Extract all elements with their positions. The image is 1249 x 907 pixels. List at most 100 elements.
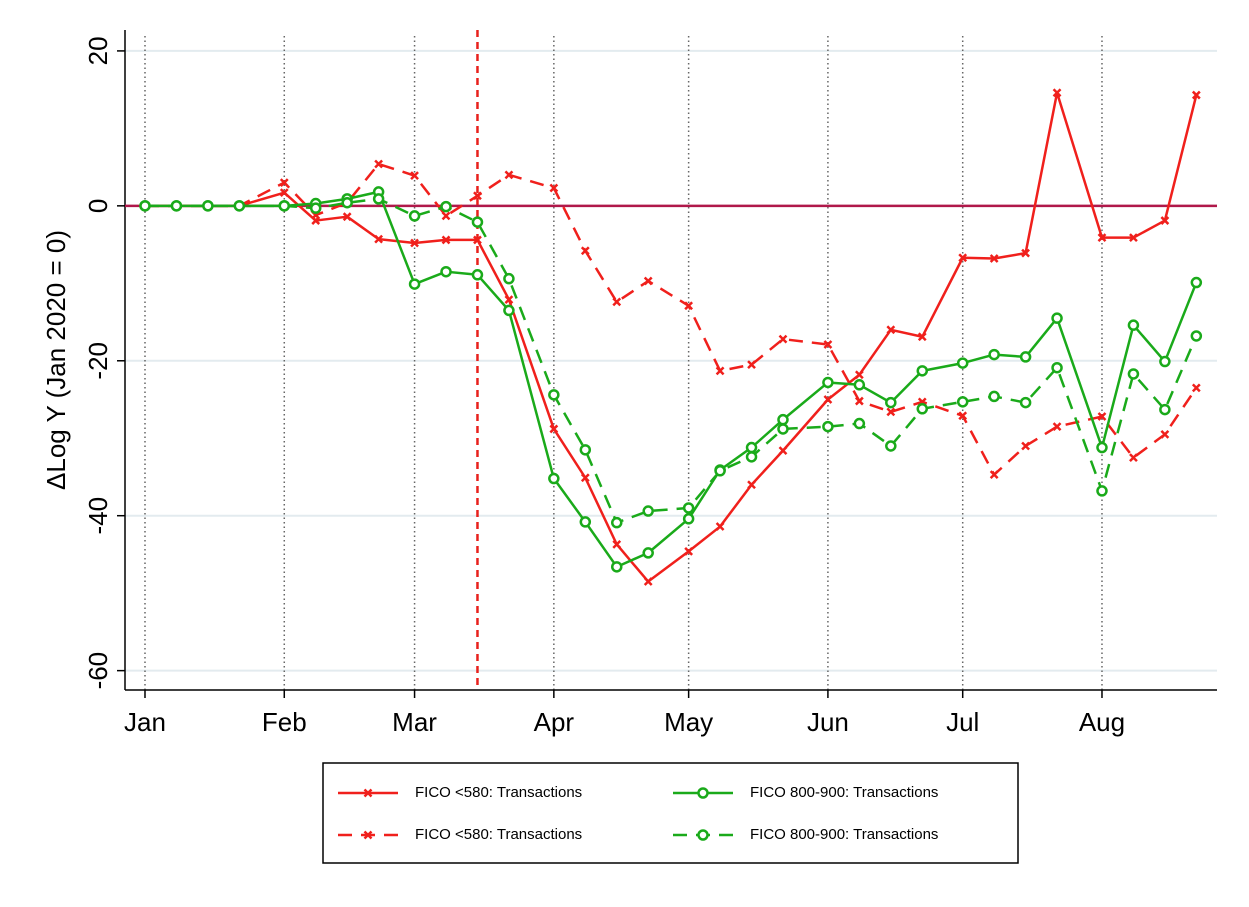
legend-item: FICO 800-900: Transactions bbox=[673, 826, 938, 843]
marker bbox=[854, 396, 864, 406]
legend-marker bbox=[697, 787, 709, 799]
marker bbox=[853, 417, 866, 430]
marker bbox=[1096, 485, 1108, 497]
marker bbox=[1051, 312, 1063, 324]
marker bbox=[684, 546, 694, 556]
marker bbox=[988, 348, 1000, 361]
marker bbox=[372, 193, 385, 205]
marker bbox=[778, 446, 788, 456]
marker bbox=[1129, 233, 1138, 242]
marker bbox=[684, 301, 694, 311]
x-tick-label: Apr bbox=[534, 707, 575, 737]
y-tick-label: 20 bbox=[83, 36, 113, 65]
legend-item: FICO <580: Transactions bbox=[338, 784, 582, 801]
marker bbox=[549, 424, 559, 434]
marker bbox=[1190, 330, 1203, 342]
marker bbox=[1051, 361, 1063, 374]
marker bbox=[503, 304, 515, 317]
marker bbox=[471, 269, 484, 281]
marker bbox=[410, 238, 419, 248]
marker bbox=[471, 216, 484, 228]
marker bbox=[503, 272, 515, 285]
legend-marker bbox=[697, 829, 709, 841]
marker bbox=[1052, 422, 1062, 432]
marker bbox=[1127, 319, 1140, 331]
marker bbox=[988, 390, 1000, 403]
marker bbox=[886, 325, 896, 335]
marker bbox=[823, 395, 833, 404]
marker bbox=[233, 200, 246, 212]
series-line bbox=[144, 91, 1198, 583]
marker bbox=[612, 539, 622, 549]
marker bbox=[170, 200, 183, 212]
marker bbox=[504, 170, 514, 180]
marker bbox=[374, 159, 384, 169]
x-tick-label: May bbox=[664, 707, 713, 737]
marker bbox=[778, 334, 788, 344]
x-tick-label: Feb bbox=[262, 707, 307, 737]
marker bbox=[1160, 429, 1170, 439]
marker bbox=[917, 332, 927, 342]
marker bbox=[1191, 383, 1201, 393]
legend-label: FICO 800-900: Transactions bbox=[750, 826, 938, 843]
legend-label: FICO <580: Transactions bbox=[415, 784, 582, 801]
marker bbox=[885, 440, 897, 452]
marker bbox=[579, 444, 592, 456]
legend-box bbox=[322, 762, 1019, 864]
marker bbox=[1019, 396, 1032, 409]
marker bbox=[1129, 453, 1138, 462]
marker bbox=[1097, 233, 1107, 242]
marker bbox=[747, 480, 756, 490]
marker bbox=[1096, 441, 1108, 454]
marker bbox=[916, 365, 929, 377]
marker bbox=[580, 246, 590, 256]
marker bbox=[139, 200, 151, 212]
marker bbox=[441, 211, 451, 221]
legend-label: FICO <580: Transactions bbox=[415, 826, 582, 843]
x-tick-label: Jan bbox=[124, 707, 166, 737]
marker bbox=[440, 265, 452, 278]
marker bbox=[1160, 216, 1170, 225]
marker bbox=[747, 360, 756, 370]
marker bbox=[440, 200, 452, 213]
marker bbox=[410, 171, 419, 181]
series-line bbox=[144, 162, 1198, 476]
marker bbox=[956, 357, 969, 369]
marker bbox=[610, 516, 623, 529]
marker bbox=[1019, 351, 1032, 363]
marker bbox=[885, 396, 897, 409]
marker bbox=[715, 366, 725, 376]
y-tick-label: -40 bbox=[83, 497, 113, 535]
y-axis-label: ΔLog Y (Jan 2020 = 0) bbox=[41, 230, 71, 490]
marker bbox=[715, 522, 725, 531]
marker bbox=[473, 235, 482, 245]
marker bbox=[745, 441, 758, 454]
marker bbox=[342, 212, 352, 222]
marker bbox=[549, 183, 559, 193]
marker bbox=[610, 561, 623, 573]
marker bbox=[504, 295, 514, 304]
marker bbox=[822, 420, 834, 433]
marker bbox=[1021, 441, 1030, 451]
marker bbox=[309, 202, 322, 214]
x-tick-label: Jul bbox=[946, 707, 979, 737]
marker bbox=[682, 502, 695, 514]
x-tick-label: Jun bbox=[807, 707, 849, 737]
legend-label: FICO 800-900: Transactions bbox=[750, 784, 938, 801]
marker bbox=[473, 191, 482, 201]
legend-item: FICO <580: Transactions bbox=[338, 826, 582, 843]
marker bbox=[279, 178, 289, 187]
marker bbox=[916, 403, 929, 415]
marker bbox=[1159, 355, 1171, 368]
legend-item: FICO 800-900: Transactions bbox=[673, 784, 938, 801]
marker bbox=[341, 196, 353, 209]
marker bbox=[823, 340, 833, 349]
marker bbox=[682, 513, 695, 525]
marker bbox=[642, 505, 654, 517]
marker bbox=[548, 472, 560, 485]
marker bbox=[408, 210, 421, 222]
marker bbox=[1021, 248, 1030, 258]
marker bbox=[580, 473, 590, 483]
